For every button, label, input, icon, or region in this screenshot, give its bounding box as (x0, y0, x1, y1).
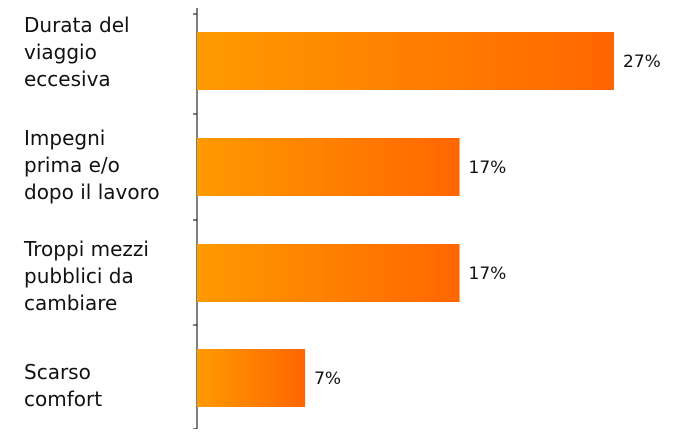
category-label-durata: Durata del viaggio eccesiva (24, 13, 130, 91)
category-label-troppi-mezzi: Troppi mezzi pubblici da cambiare (24, 237, 149, 315)
category-label-scarso-comfort: Scarso comfort (24, 360, 103, 411)
bar (197, 244, 460, 302)
data-label: 7% (314, 369, 341, 389)
data-label: 27% (623, 52, 661, 72)
data-label: 17% (469, 158, 507, 178)
bar (197, 349, 306, 407)
data-label: 17% (469, 264, 507, 284)
bar (197, 138, 460, 196)
bar (197, 32, 614, 90)
category-label-impegni: Impegni prima e/o dopo il lavoro (24, 126, 160, 204)
